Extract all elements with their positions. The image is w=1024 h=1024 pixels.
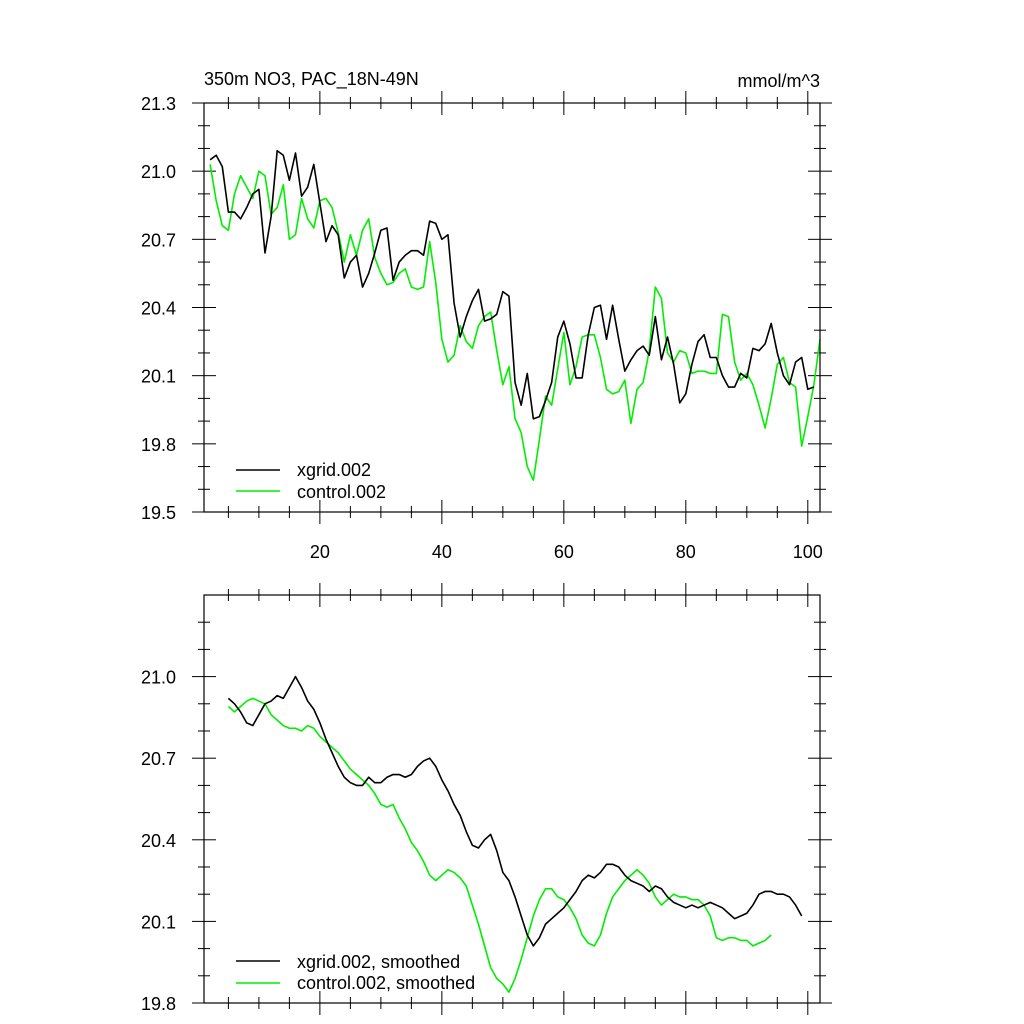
series-line-xgrid-002-smoothed [227,675,803,947]
series-line-control-002-smoothed [227,697,772,993]
y-tick-label: 21.0 [141,162,176,182]
plot-frame [203,594,821,1004]
chart-title: 350m NO3, PAC_18N-49N [204,69,419,90]
legend: xgrid.002 control.002 [236,460,386,502]
y-tick-label: 20.1 [141,912,176,932]
series-line-control-002 [209,164,821,481]
y-tick-label: 20.7 [141,230,176,250]
legend: xgrid.002, smoothed control.002, smoothe… [236,952,475,993]
y-tick-label: 19.8 [141,994,176,1014]
units-label: mmol/m^3 [738,71,820,91]
y-tick-label: 21.0 [141,668,176,688]
y-tick-label: 21.3 [141,94,176,114]
y-tick-label: 20.1 [141,367,176,387]
y-tick-label: 20.7 [141,749,176,769]
x-tick-label: 80 [676,542,696,562]
plot-frame [203,102,821,513]
x-tick-label: 100 [793,542,823,562]
y-tick-label: 19.8 [141,435,176,455]
y-tick-label: 20.4 [141,831,176,851]
legend-label-control-smoothed: control.002, smoothed [297,973,475,993]
x-tick-label: 20 [310,542,330,562]
y-tick-label: 20.4 [141,299,176,319]
legend-label-xgrid: xgrid.002 [297,460,371,480]
raw-series-panel: 350m NO3, PAC_18N-49N mmol/m^3 20 40 60 80 1… [141,69,832,562]
legend-label-xgrid-smoothed: xgrid.002, smoothed [297,952,460,972]
smoothed-series-panel: 19.8 20.1 20.4 20.7 21.0 xgrid.002, smoothed… [141,583,832,1015]
series-line-xgrid-002 [209,149,815,420]
y-tick-label: 19.5 [141,503,176,523]
x-tick-label: 40 [432,542,452,562]
legend-label-control: control.002 [297,482,386,502]
x-tick-label: 60 [554,542,574,562]
